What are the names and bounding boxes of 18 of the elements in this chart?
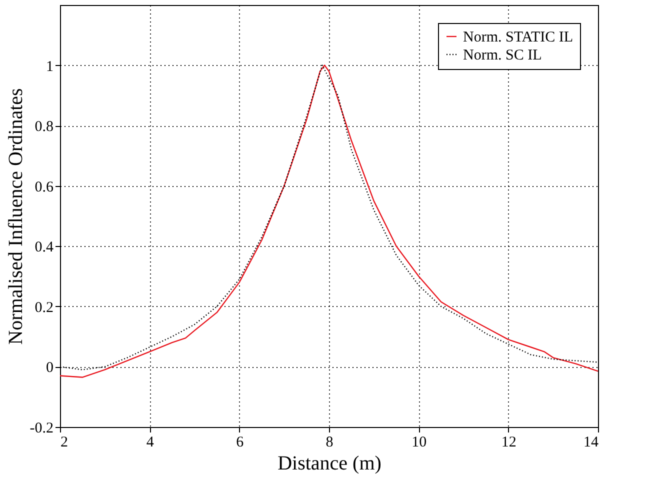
x-tick-label: 12	[501, 434, 516, 450]
y-tick-label: 0.6	[34, 179, 54, 196]
y-tick-label: 0	[46, 360, 54, 376]
x-tick-label: 6	[236, 434, 244, 450]
x-axis-title: Distance (m)	[278, 452, 382, 474]
x-tick-label: 2	[60, 434, 68, 450]
y-tick-label: 0.4	[34, 240, 54, 256]
legend-label: Norm. SC IL	[463, 48, 542, 64]
x-tick-label: 14	[584, 434, 599, 450]
x-tick-label: 8	[326, 434, 334, 450]
y-tick-label: 0.2	[34, 300, 54, 316]
y-tick-label: -0.2	[30, 420, 54, 436]
legend-label: Norm. STATIC IL	[463, 30, 574, 46]
y-tick-label: 1	[46, 58, 54, 75]
y-axis-title: Normalised Influence Ordinates	[4, 88, 27, 345]
x-tick-label: 10	[412, 434, 427, 450]
x-tick-label: 4	[146, 434, 154, 450]
y-tick-label: 0.8	[34, 119, 54, 136]
